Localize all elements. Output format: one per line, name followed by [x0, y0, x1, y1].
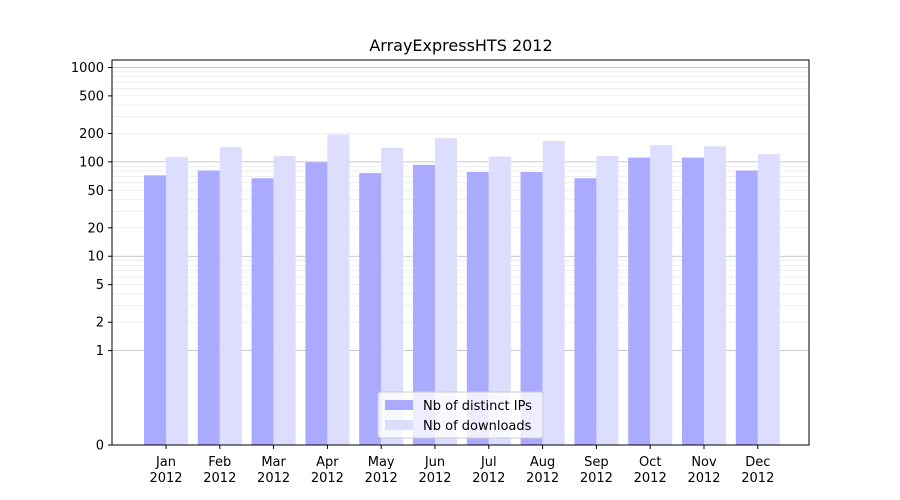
- x-tick-label: Aug 2012: [526, 455, 559, 486]
- y-tick-label: 2: [96, 316, 104, 331]
- bar-distinct-ips: [628, 157, 651, 446]
- bar-distinct-ips: [466, 172, 489, 445]
- x-tick-label: Sep 2012: [580, 455, 613, 486]
- x-tick-label: Jun 2012: [418, 455, 451, 486]
- bar-distinct-ips: [197, 170, 220, 445]
- y-tick-label: 0: [96, 439, 104, 454]
- x-tick-label: Apr 2012: [311, 455, 344, 486]
- bars: [144, 134, 780, 446]
- y-axis: 0 1 2 5 10 20 50 100 200 500 1000: [71, 61, 112, 454]
- legend-label: Nb of downloads: [423, 419, 532, 434]
- x-tick-label: Jan 2012: [149, 455, 182, 486]
- bar-downloads: [757, 154, 780, 446]
- y-tick-label: 1000: [71, 61, 104, 76]
- legend-label: Nb of distinct IPs: [423, 399, 532, 414]
- x-tick-label: Mar 2012: [257, 455, 290, 486]
- bar-distinct-ips: [359, 173, 382, 446]
- x-tick-label: May 2012: [365, 455, 398, 486]
- legend-swatch: [385, 400, 413, 410]
- bar-downloads: [273, 155, 296, 445]
- bar-distinct-ips: [413, 164, 435, 445]
- bar-downloads: [650, 145, 673, 445]
- y-tick-label: 100: [79, 155, 104, 170]
- x-tick-label: Jul 2012: [472, 455, 505, 486]
- bar-downloads: [542, 141, 565, 446]
- bar-distinct-ips: [305, 162, 328, 445]
- y-tick-label: 500: [79, 89, 104, 104]
- bar-downloads: [381, 147, 404, 445]
- bar-distinct-ips: [735, 170, 758, 445]
- x-tick-label: Nov 2012: [687, 455, 720, 486]
- bar-distinct-ips: [574, 178, 597, 445]
- bar-distinct-ips: [144, 175, 166, 446]
- y-tick-label: 200: [79, 127, 104, 142]
- legend: Nb of distinct IPs Nb of downloads: [377, 391, 544, 439]
- x-tick-label: Dec 2012: [741, 455, 774, 486]
- plot-frame: [111, 59, 810, 446]
- y-tick-label: 20: [87, 221, 104, 236]
- bar-downloads: [327, 134, 350, 445]
- y-tick-label: 10: [87, 250, 104, 265]
- bar-downloads: [488, 156, 511, 445]
- bar-downloads: [596, 155, 619, 445]
- bar-distinct-ips: [520, 172, 543, 445]
- bar-downloads: [166, 157, 188, 446]
- bar-downloads: [435, 137, 457, 446]
- bar-distinct-ips: [682, 157, 704, 446]
- legend-box: [377, 391, 544, 439]
- bar-distinct-ips: [251, 178, 274, 445]
- bar-downloads: [219, 147, 242, 445]
- legend-swatch: [385, 420, 413, 430]
- x-tick-label: Feb 2012: [203, 455, 236, 486]
- chart-title: ArrayExpressHTS 2012: [369, 36, 552, 55]
- bar-downloads: [704, 146, 726, 445]
- y-tick-label: 1: [96, 344, 104, 359]
- y-tick-label: 5: [96, 278, 104, 293]
- x-axis: Jan 2012 Feb 2012 Mar 2012 Apr 2012 May 2012 Jun 20…: [149, 445, 774, 486]
- x-tick-label: Oct 2012: [634, 455, 667, 486]
- y-tick-label: 50: [87, 184, 104, 199]
